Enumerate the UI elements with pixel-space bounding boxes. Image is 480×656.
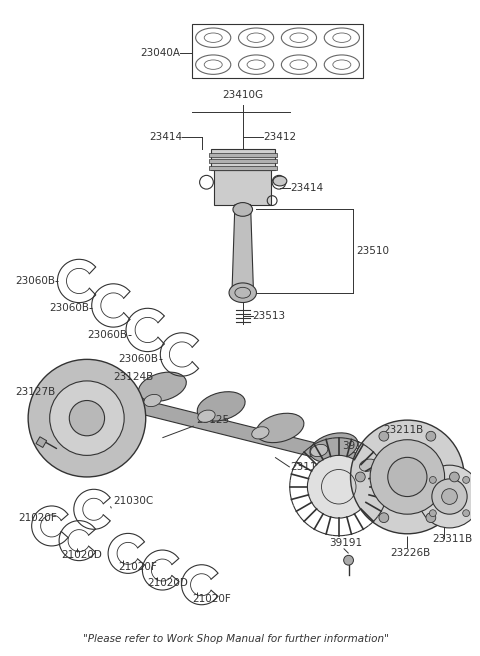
Circle shape [463,476,469,483]
Ellipse shape [229,283,256,302]
Circle shape [432,479,467,514]
Ellipse shape [360,459,377,471]
Text: 23513: 23513 [252,311,286,321]
Ellipse shape [273,176,287,186]
Text: 23414: 23414 [149,132,182,142]
Ellipse shape [144,394,161,407]
Text: 23510: 23510 [357,246,389,256]
Circle shape [418,465,480,528]
Text: 23410G: 23410G [222,90,264,100]
Circle shape [449,472,459,482]
Circle shape [344,556,353,565]
Text: 23040A: 23040A [140,48,180,58]
Bar [209,167,276,171]
Text: 23311B: 23311B [432,534,472,544]
Text: 21020F: 21020F [118,562,157,572]
Ellipse shape [256,413,304,443]
Text: 23125: 23125 [197,415,230,425]
Circle shape [307,455,370,518]
Text: 23060B: 23060B [87,330,127,340]
Bar [211,149,275,171]
Circle shape [442,489,457,504]
Circle shape [69,401,105,436]
Text: 23226B: 23226B [391,548,431,558]
Circle shape [463,510,469,517]
Ellipse shape [310,433,358,462]
Text: 21020F: 21020F [18,513,57,523]
Text: 23060B: 23060B [15,276,55,286]
Circle shape [28,359,146,477]
Circle shape [350,420,464,534]
Text: 23124B: 23124B [113,372,154,382]
Ellipse shape [252,427,269,439]
Bar [209,159,276,163]
Text: 23211B: 23211B [383,425,423,435]
Circle shape [430,510,436,517]
Text: 21020F: 21020F [192,594,230,604]
Bar [192,24,363,78]
Bar [36,437,47,447]
Polygon shape [232,205,253,293]
Text: 39191: 39191 [329,538,362,548]
Circle shape [50,381,124,455]
Text: 21020D: 21020D [61,550,102,560]
Circle shape [379,431,389,441]
Circle shape [370,440,444,514]
Ellipse shape [311,444,328,457]
Circle shape [379,513,389,523]
Circle shape [426,431,436,441]
Circle shape [355,472,365,482]
Bar [209,153,276,157]
Bar [214,171,271,205]
Text: 39190A: 39190A [342,441,382,451]
Ellipse shape [198,410,215,422]
Text: 21020D: 21020D [148,578,189,588]
Circle shape [430,476,436,483]
Ellipse shape [138,372,186,401]
Circle shape [388,457,427,497]
Ellipse shape [233,203,252,216]
Text: "Please refer to Work Shop Manual for further information": "Please refer to Work Shop Manual for fu… [83,634,389,644]
Polygon shape [118,394,373,472]
Text: 23127B: 23127B [15,386,56,397]
Text: 23111: 23111 [290,462,323,472]
Text: 23414: 23414 [290,183,323,193]
Circle shape [426,513,436,523]
Text: 23060B: 23060B [118,354,158,364]
Text: 21030C: 21030C [113,497,154,506]
Text: 23060B: 23060B [50,304,90,314]
Ellipse shape [197,392,245,421]
Text: 23412: 23412 [264,132,297,142]
